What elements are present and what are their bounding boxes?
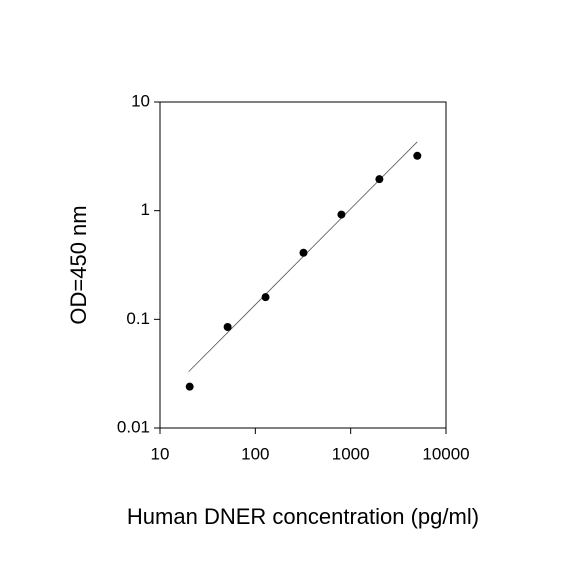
plot-frame <box>159 101 447 429</box>
data-point <box>299 248 308 257</box>
data-point <box>261 293 270 302</box>
y-tick-label: 1 <box>141 200 150 219</box>
y-tick-label: 0.01 <box>117 417 150 436</box>
x-tick-label: 100 <box>241 444 269 463</box>
x-tick-label: 10000 <box>422 444 469 463</box>
data-point <box>337 210 346 219</box>
y-axis-title: OD=450 nm <box>66 205 91 324</box>
x-tick-label: 10 <box>151 444 170 463</box>
x-tick-label: 1000 <box>332 444 370 463</box>
y-tick-label: 10 <box>131 91 150 110</box>
data-point <box>185 382 194 391</box>
data-point <box>375 175 384 184</box>
data-point <box>413 151 422 160</box>
data-point <box>223 323 232 332</box>
x-axis-title: Human DNER concentration (pg/ml) <box>127 504 479 529</box>
y-tick-label: 0.1 <box>126 309 150 328</box>
